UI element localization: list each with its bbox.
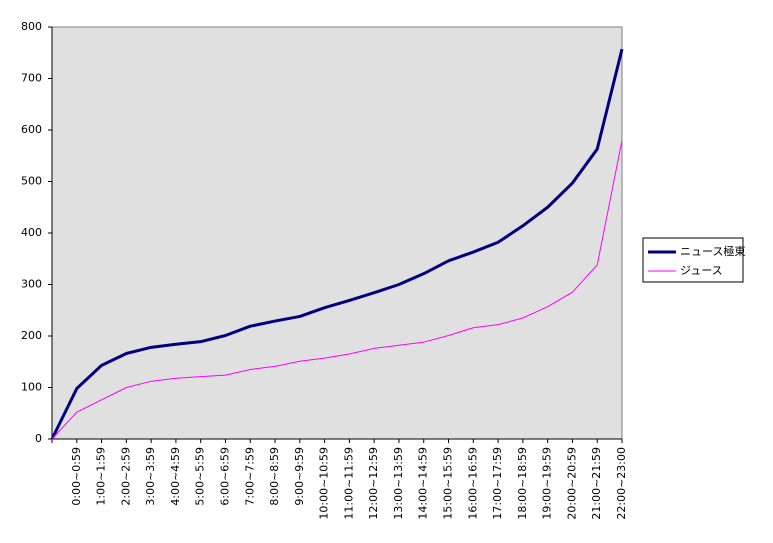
legend-label: ジュース [680,264,723,277]
x-tick-label: 15:00~15:59 [442,447,455,520]
x-tick-label: 21:00~21:59 [590,447,603,520]
x-tick-label: 6:00~6:59 [218,447,231,506]
y-tick-label: 100 [21,381,42,394]
series-line [50,48,624,440]
series-line [51,140,623,440]
x-tick-label: 16:00~16:59 [466,447,479,520]
legend-label: ニュース極東 [680,244,745,258]
x-tick-label: 17:00~17:59 [491,447,504,520]
x-tick-label: 10:00~10:59 [318,447,331,520]
x-tick-label: 3:00~3:59 [144,447,157,506]
x-tick-label: 12:00~12:59 [367,447,380,520]
x-tick-label: 9:00~9:59 [293,447,306,506]
y-tick-label: 800 [21,20,42,33]
y-tick-label: 500 [21,175,42,188]
y-tick-label: 600 [21,123,42,136]
x-tick-label: 4:00~4:59 [169,447,182,506]
x-tick-label: 18:00~18:59 [516,447,529,520]
x-tick-label: 13:00~13:59 [392,447,405,520]
x-tick-label: 14:00~14:59 [417,447,430,520]
x-tick-label: 22:00~23:00 [615,447,628,520]
x-tick-label: 2:00~2:59 [119,447,132,506]
x-tick-label: 5:00~5:59 [194,447,207,506]
legend-box [642,237,744,283]
plot-area [51,26,623,440]
y-tick-label: 0 [35,432,42,445]
y-tick-label: 700 [21,72,42,85]
y-tick-label: 300 [21,278,42,291]
x-tick-label: 1:00~1:59 [95,447,108,506]
x-tick-label: 7:00~7:59 [243,447,256,506]
x-tick-label: 19:00~19:59 [541,447,554,520]
x-tick-label: 8:00~8:59 [268,447,281,506]
x-tick-label: 20:00~20:59 [565,447,578,520]
y-tick-label: 200 [21,329,42,342]
x-tick-label: 11:00~11:59 [342,447,355,520]
x-tick-label: 0:00~0:59 [70,447,83,506]
y-tick-label: 400 [21,226,42,239]
